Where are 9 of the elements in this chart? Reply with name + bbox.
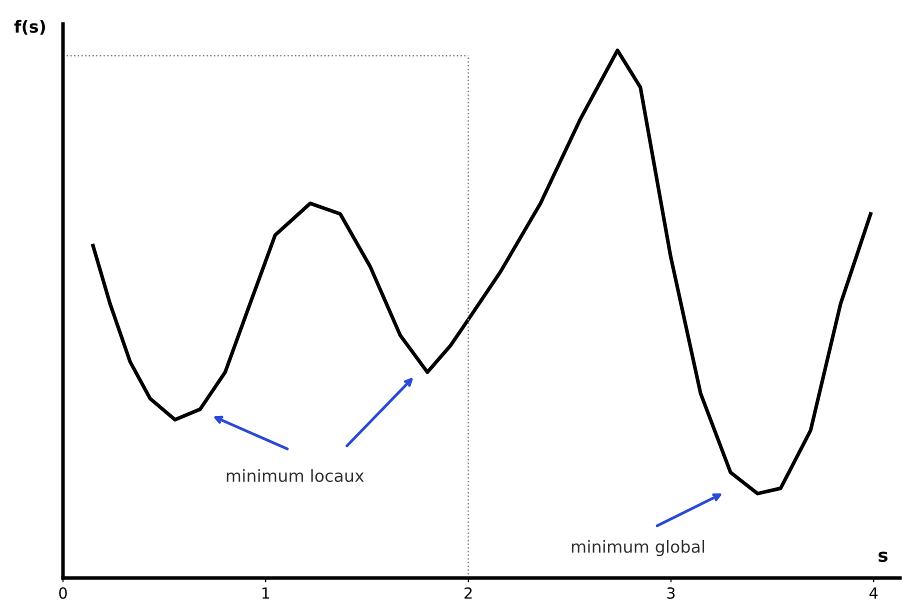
annotation: minimum locaux bbox=[226, 469, 364, 482]
annotation: minimum global bbox=[572, 540, 704, 556]
x-tick-label: 4 bbox=[870, 588, 878, 599]
x-tick-label: 2 bbox=[464, 587, 472, 599]
y-axis-title: f(s) bbox=[14, 20, 45, 35]
x-axis-title: s bbox=[878, 552, 888, 562]
x-tick-label: 1 bbox=[262, 588, 270, 599]
x-tick-label: 0 bbox=[59, 587, 67, 599]
x-tick-label: 3 bbox=[667, 587, 675, 599]
